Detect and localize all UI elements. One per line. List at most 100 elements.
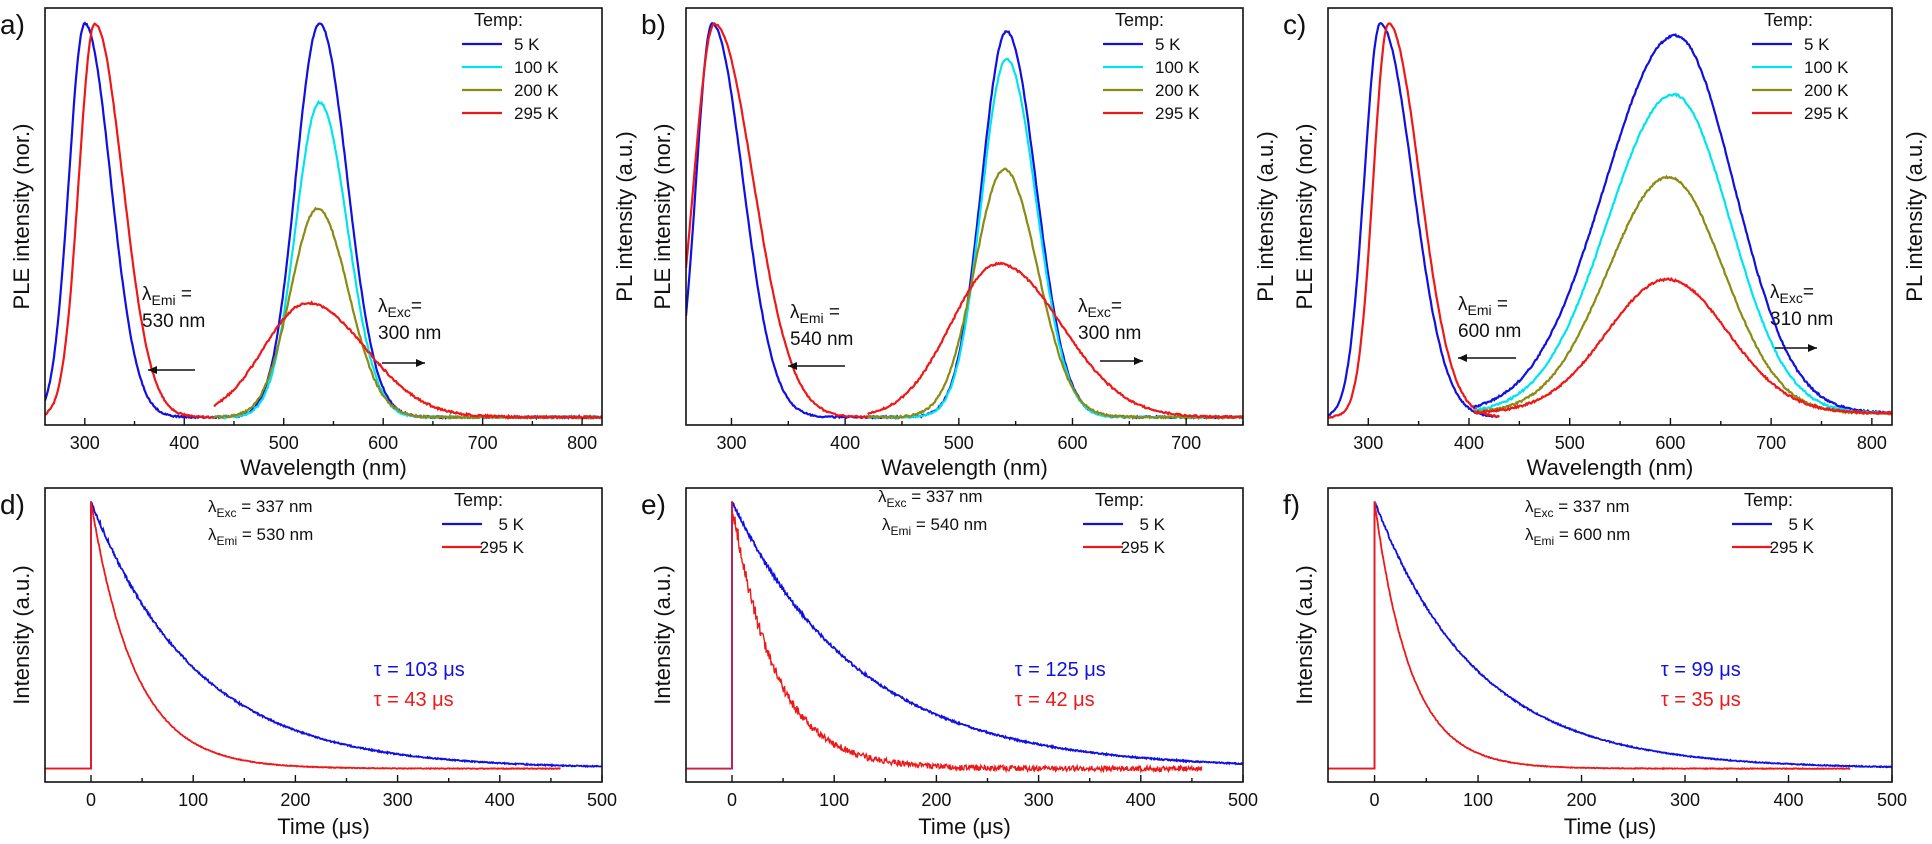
text-span: λ bbox=[882, 515, 891, 534]
x-tick-label: 200 bbox=[280, 790, 310, 810]
x-axis-label: Wavelength (nm) bbox=[881, 455, 1048, 480]
subscript: Exc bbox=[887, 496, 907, 510]
legend-label: 5 K bbox=[1788, 515, 1814, 534]
plot-frame bbox=[685, 7, 1244, 426]
panel-label: c) bbox=[1283, 9, 1306, 40]
text-span: Time ( bbox=[277, 814, 339, 839]
data-layer bbox=[686, 501, 1243, 774]
text-span: λ bbox=[1525, 525, 1534, 544]
emission-wavelength-value: 540 nm bbox=[790, 329, 853, 350]
subscript: Exc bbox=[1088, 304, 1111, 320]
text-span: = bbox=[411, 296, 422, 317]
excitation-wavelength-value: 310 nm bbox=[1770, 309, 1833, 330]
text-span: ) bbox=[1649, 814, 1656, 839]
pl-line-100k bbox=[213, 99, 602, 421]
arrow-head bbox=[1134, 357, 1143, 365]
x-tick-label: 400 bbox=[169, 433, 199, 453]
legend-label: 5 K bbox=[1139, 515, 1165, 534]
legend-label: 295 K bbox=[480, 538, 525, 557]
text-span: = 530 nm bbox=[237, 525, 313, 544]
panel-label: a) bbox=[0, 9, 25, 40]
excitation-wavelength: λExc = 337 nm bbox=[1525, 497, 1630, 520]
panel-b: 300 400 500 600 700 Wavelength (nm) PLE intens… bbox=[641, 7, 1278, 480]
pl-line-295k bbox=[867, 261, 1243, 420]
lambda-exc-label: λExc= bbox=[1770, 282, 1814, 306]
x-tick-label: 400 bbox=[485, 790, 515, 810]
text-span: λ bbox=[790, 302, 800, 323]
x-tick-label: 300 bbox=[1024, 790, 1054, 810]
x-tick-label: 300 bbox=[1353, 433, 1383, 453]
legend-label: 100 K bbox=[1804, 58, 1849, 77]
data-layer bbox=[686, 21, 1243, 421]
excitation-wavelength-value: 300 nm bbox=[378, 323, 441, 344]
x-tick-label: 600 bbox=[1057, 433, 1087, 453]
data-layer bbox=[45, 501, 602, 771]
decay-line-295k bbox=[1328, 501, 1851, 771]
text-span: = bbox=[1111, 296, 1122, 317]
subscript: Exc bbox=[217, 506, 237, 520]
x-tick-label: 600 bbox=[1655, 433, 1685, 453]
legend-title: Temp: bbox=[1095, 490, 1144, 510]
excitation-wavelength-value: 300 nm bbox=[1078, 323, 1141, 344]
text-span: λ bbox=[1770, 282, 1780, 303]
text-span: = bbox=[1803, 282, 1814, 303]
data-layer bbox=[1328, 22, 1892, 419]
legend-label: 5 K bbox=[514, 35, 540, 54]
text-span: Time ( bbox=[918, 814, 980, 839]
text-span: λ bbox=[142, 284, 152, 305]
x-tick-label: 500 bbox=[269, 433, 299, 453]
panel-e: 0 100 200 300 400 500 Time (μs) Intensity (a.u.… bbox=[641, 487, 1258, 839]
text-span: λ bbox=[208, 525, 217, 544]
lifetimes: τ = 125 μs τ = 42 μs bbox=[1015, 659, 1106, 711]
excitation-wavelength: λExc = 337 nm bbox=[878, 487, 983, 510]
x-tick-label: 0 bbox=[1370, 790, 1380, 810]
x-tick-label: 100 bbox=[1463, 790, 1493, 810]
lambda-emi-label: λEmi = bbox=[1458, 294, 1508, 318]
y-axis-label-left: PLE intensity (nor.) bbox=[650, 124, 675, 310]
text-span: ) bbox=[362, 814, 369, 839]
pl-line-100k bbox=[1473, 92, 1892, 416]
plot-frame bbox=[1327, 487, 1893, 783]
decay-line-295k bbox=[686, 501, 1203, 774]
legend-label: 200 K bbox=[1804, 81, 1849, 100]
y-axis-label: Intensity (a.u.) bbox=[650, 565, 675, 704]
panel-label: e) bbox=[641, 489, 666, 520]
legend-title: Temp: bbox=[1744, 490, 1793, 510]
x-tick-label: 400 bbox=[1454, 433, 1484, 453]
data-layer bbox=[1328, 501, 1892, 771]
pl-line-5k bbox=[1473, 33, 1892, 416]
arrow-head bbox=[148, 366, 157, 374]
decay-line-295k bbox=[45, 501, 561, 771]
ple-line-5k bbox=[686, 21, 880, 420]
legend-label: 200 K bbox=[514, 81, 559, 100]
y-axis-label-right: PL intensity (a.u.) bbox=[612, 131, 637, 301]
emission-wavelength: λEmi = 600 nm bbox=[1525, 525, 1630, 548]
panel-label: d) bbox=[0, 489, 25, 520]
text-span: = 540 nm bbox=[911, 515, 987, 534]
legend: Temp: 5 K 295 K bbox=[1083, 490, 1166, 557]
legend-label: 5 K bbox=[498, 515, 524, 534]
text-span: = bbox=[1492, 294, 1508, 315]
emission-wavelength-value: 530 nm bbox=[142, 311, 205, 332]
text-span: μs bbox=[980, 814, 1004, 839]
plot-frame bbox=[685, 487, 1244, 783]
text-span: = bbox=[824, 302, 840, 323]
lambda-emi-label: λEmi = bbox=[142, 284, 192, 308]
subscript: Emi bbox=[1468, 302, 1492, 318]
text-span: μs bbox=[339, 814, 363, 839]
legend-label: 5 K bbox=[1155, 35, 1181, 54]
y-axis-label-left: PLE intensity (nor.) bbox=[9, 124, 34, 310]
y-axis-label-right: PL intensity (a.u.) bbox=[1253, 131, 1278, 301]
x-tick-label: 800 bbox=[567, 433, 597, 453]
x-tick-label: 0 bbox=[86, 790, 96, 810]
tau-label-295k: τ = 43 μs bbox=[374, 689, 454, 711]
text-span: = 600 nm bbox=[1554, 525, 1630, 544]
legend-label: 295 K bbox=[514, 104, 559, 123]
text-span: λ bbox=[378, 296, 388, 317]
x-tick-label: 500 bbox=[1228, 790, 1258, 810]
lambda-exc-label: λExc= bbox=[1078, 296, 1122, 320]
